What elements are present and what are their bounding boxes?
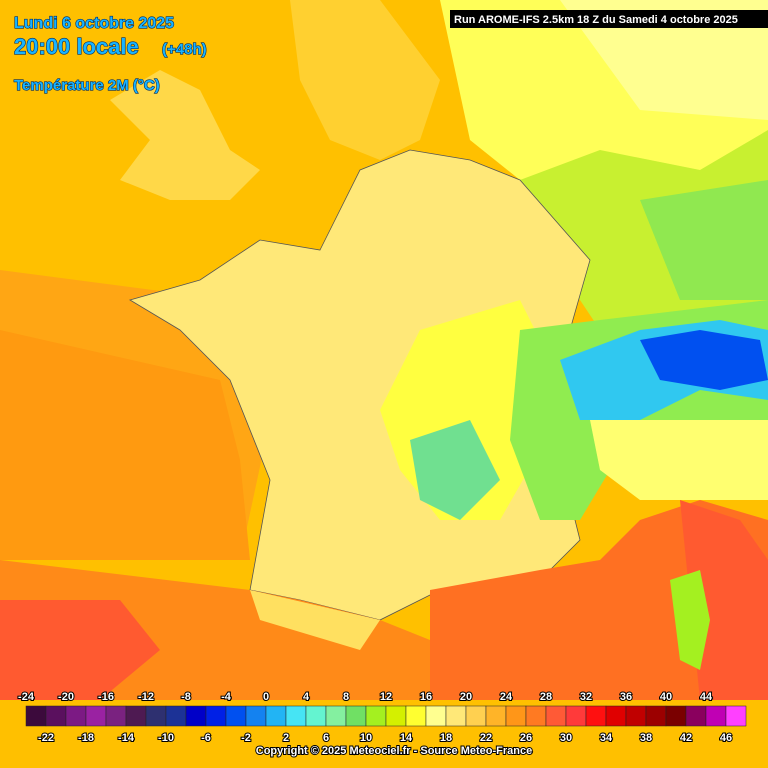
legend-label: 14 <box>400 732 413 744</box>
legend-label: 10 <box>360 732 372 744</box>
legend-swatch <box>345 705 367 727</box>
legend-swatch <box>545 705 567 727</box>
legend-label: 26 <box>520 732 532 744</box>
run-info: Run AROME-IFS 2.5km 18 Z du Samedi 4 oct… <box>454 14 738 26</box>
legend-swatch <box>25 705 47 727</box>
legend-swatch <box>45 705 67 727</box>
legend-label: -18 <box>78 732 94 744</box>
legend-swatch <box>85 705 107 727</box>
date: Lundi 6 octobre 2025 <box>14 15 174 32</box>
time: 20:00 locale <box>14 34 139 59</box>
legend-swatch <box>305 705 327 727</box>
legend-swatch <box>365 705 387 727</box>
legend-label: 18 <box>440 732 452 744</box>
legend-label: 32 <box>580 691 592 703</box>
legend-swatch <box>405 705 427 727</box>
legend-label: 6 <box>323 732 329 744</box>
legend-label: 36 <box>620 691 632 703</box>
legend-label: 0 <box>263 691 269 703</box>
legend-swatch <box>325 705 347 727</box>
legend-label: 12 <box>380 691 392 703</box>
legend-label: -24 <box>18 691 35 703</box>
legend-swatch <box>525 705 547 727</box>
legend-label: 2 <box>283 732 289 744</box>
legend-label: 16 <box>420 691 432 703</box>
legend-label: -8 <box>181 691 191 703</box>
legend-label: -14 <box>118 732 135 744</box>
legend-swatch <box>445 705 467 727</box>
legend-swatch <box>65 705 87 727</box>
legend-swatch <box>705 705 727 727</box>
legend-label: 40 <box>660 691 672 703</box>
legend-swatch <box>185 705 207 727</box>
legend-label: 8 <box>343 691 349 703</box>
legend-swatch <box>165 705 187 727</box>
legend-swatch <box>505 705 527 727</box>
legend-swatch <box>385 705 407 727</box>
legend-label: 20 <box>460 691 472 703</box>
legend-swatch <box>685 705 707 727</box>
legend-label: -12 <box>138 691 154 703</box>
legend-label: 42 <box>680 732 692 744</box>
legend-label: 34 <box>600 732 613 744</box>
legend-label: -6 <box>201 732 211 744</box>
legend-label: -4 <box>221 691 232 703</box>
legend-swatch <box>585 705 607 727</box>
legend-swatch <box>465 705 487 727</box>
legend-swatch <box>625 705 647 727</box>
legend-label: 28 <box>540 691 552 703</box>
legend-swatch <box>245 705 267 727</box>
legend-label: 24 <box>500 691 513 703</box>
legend-label: -2 <box>241 732 251 744</box>
legend-label: 30 <box>560 732 572 744</box>
legend-swatch <box>605 705 627 727</box>
legend-swatch <box>265 705 287 727</box>
legend-swatch <box>485 705 507 727</box>
legend-label: -20 <box>58 691 74 703</box>
legend-label: 22 <box>480 732 492 744</box>
copyright: Copyright © 2025 Meteociel.fr - Source M… <box>256 745 532 757</box>
parameter: Température 2M (°C) <box>14 77 160 94</box>
legend-swatch <box>665 705 687 727</box>
legend-label: -10 <box>158 732 174 744</box>
legend-swatch <box>725 705 747 727</box>
legend-swatch <box>125 705 147 727</box>
legend-label: 4 <box>303 691 310 703</box>
legend-swatch <box>425 705 447 727</box>
legend-swatch <box>645 705 667 727</box>
lead-time: (+48h) <box>162 41 207 58</box>
legend-swatch <box>205 705 227 727</box>
legend-label: 46 <box>720 732 732 744</box>
legend-swatch <box>565 705 587 727</box>
run-box <box>450 10 768 28</box>
legend-swatch <box>105 705 127 727</box>
legend-label: 38 <box>640 732 652 744</box>
legend-label: -22 <box>38 732 54 744</box>
legend-label: 44 <box>700 691 713 703</box>
legend-swatch <box>225 705 247 727</box>
legend-swatch <box>285 705 307 727</box>
legend-swatch <box>145 705 167 727</box>
legend-label: -16 <box>98 691 114 703</box>
